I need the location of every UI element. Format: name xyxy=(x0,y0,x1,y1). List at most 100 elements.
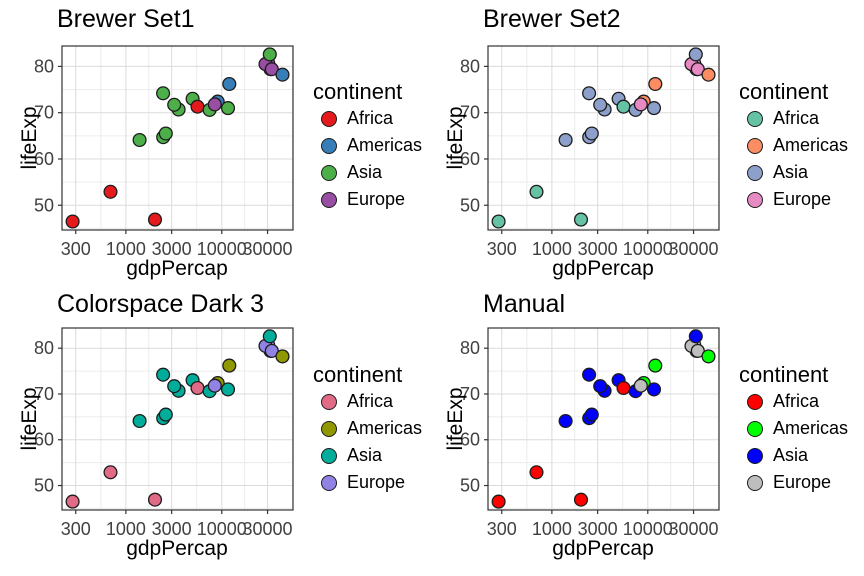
legend-key-dot xyxy=(747,393,763,410)
data-point xyxy=(65,494,80,509)
y-tick-label: 60 xyxy=(34,430,54,450)
data-point xyxy=(648,76,663,92)
legend-item-label: Americas xyxy=(347,418,423,438)
x-tick-label: 10000 xyxy=(197,239,247,259)
data-point xyxy=(156,86,171,101)
x-tick-label: 10000 xyxy=(197,519,247,539)
y-tick-label: 70 xyxy=(34,384,54,404)
data-point xyxy=(262,47,277,62)
x-axis-title: gdpPercap xyxy=(552,537,654,560)
x-tick-label: 300 xyxy=(61,519,91,539)
y-axis-title: lifeExp xyxy=(18,387,41,451)
data-point xyxy=(584,407,599,422)
y-tick-label: 50 xyxy=(460,476,480,496)
data-points xyxy=(491,47,716,229)
legend-item-label: Asia xyxy=(773,445,809,465)
x-tick-label: 300 xyxy=(61,239,91,259)
legend-item-americas: Americas xyxy=(739,415,848,442)
legend-item-label: Europe xyxy=(347,472,406,492)
data-point xyxy=(529,465,544,480)
legend-item-label: Asia xyxy=(347,445,383,465)
data-point xyxy=(220,101,236,116)
data-point xyxy=(158,407,173,422)
x-tick-label: 10000 xyxy=(623,519,673,539)
data-point xyxy=(573,212,589,227)
gridlines xyxy=(62,328,294,510)
y-axis-title: lifeExp xyxy=(18,106,41,170)
y-tick-label: 70 xyxy=(34,103,54,123)
data-point xyxy=(207,378,222,393)
legend-key-dot xyxy=(321,420,337,437)
x-tick-label: 30000 xyxy=(669,519,719,539)
data-point xyxy=(648,358,663,373)
x-tick-label: 30000 xyxy=(669,239,719,259)
legend-item-africa: Africa xyxy=(739,105,848,132)
legend-brewer-set2: continent Africa Americas Asia Europe xyxy=(739,79,848,213)
legend-item-label: Africa xyxy=(773,108,820,128)
data-point xyxy=(190,99,205,114)
y-tick-label: 50 xyxy=(34,476,54,496)
legend-key-dot xyxy=(321,474,337,491)
data-point xyxy=(573,492,589,507)
legend-item-label: Asia xyxy=(773,162,809,182)
legend-item-asia: Asia xyxy=(739,442,848,469)
data-point xyxy=(593,97,608,112)
x-tick-label: 30000 xyxy=(243,519,293,539)
data-point xyxy=(158,126,173,141)
data-point xyxy=(275,67,290,82)
data-point xyxy=(65,214,80,229)
data-point xyxy=(167,97,182,112)
data-point xyxy=(701,67,716,82)
data-point xyxy=(582,86,597,101)
y-tick-label: 60 xyxy=(460,149,480,169)
data-point xyxy=(147,492,163,507)
y-tick-label: 50 xyxy=(460,195,480,215)
data-point xyxy=(190,380,205,396)
legend-key-dot xyxy=(747,447,763,464)
data-point xyxy=(616,99,631,114)
y-tick-label: 80 xyxy=(34,56,54,76)
y-axis-title: lifeExp xyxy=(444,106,467,170)
legend-item-europe: Europe xyxy=(313,186,422,213)
data-point xyxy=(688,47,703,62)
data-point xyxy=(167,379,182,394)
legend-key-dot xyxy=(321,447,337,464)
legend-items: Africa Americas Asia Europe xyxy=(313,388,422,496)
legend-item-label: Americas xyxy=(347,135,423,155)
gridlines xyxy=(488,46,720,230)
y-tick-label: 80 xyxy=(34,338,54,358)
data-point xyxy=(207,97,222,112)
legend-key-dot xyxy=(321,164,337,181)
data-point xyxy=(558,132,573,148)
legend-item-label: Americas xyxy=(773,135,849,155)
legend-item-americas: Americas xyxy=(739,132,848,159)
data-point xyxy=(701,349,716,364)
legend-item-label: Africa xyxy=(347,108,394,128)
legend-title: continent xyxy=(739,79,829,104)
x-axis-title: gdpPercap xyxy=(126,537,228,560)
legend-item-label: Europe xyxy=(773,189,832,209)
legend-item-label: Asia xyxy=(347,162,383,182)
legend-key-dot xyxy=(321,393,337,410)
data-point xyxy=(491,214,506,229)
panel-title-manual: Manual xyxy=(483,290,565,318)
y-axis-title: lifeExp xyxy=(444,387,467,451)
legend-key-dot xyxy=(747,420,763,437)
x-tick-label: 3000 xyxy=(578,239,618,259)
y-tick-label: 60 xyxy=(460,430,480,450)
x-tick-label: 1000 xyxy=(532,239,572,259)
data-point xyxy=(688,329,703,344)
data-point xyxy=(262,329,277,344)
legend-title: continent xyxy=(313,362,403,387)
x-tick-label: 3000 xyxy=(152,519,192,539)
legend-item-africa: Africa xyxy=(313,388,422,415)
legend-item-label: Africa xyxy=(773,391,820,411)
data-points xyxy=(65,329,290,509)
data-point xyxy=(147,212,163,227)
data-point xyxy=(646,101,662,116)
y-tick-label: 60 xyxy=(34,149,54,169)
